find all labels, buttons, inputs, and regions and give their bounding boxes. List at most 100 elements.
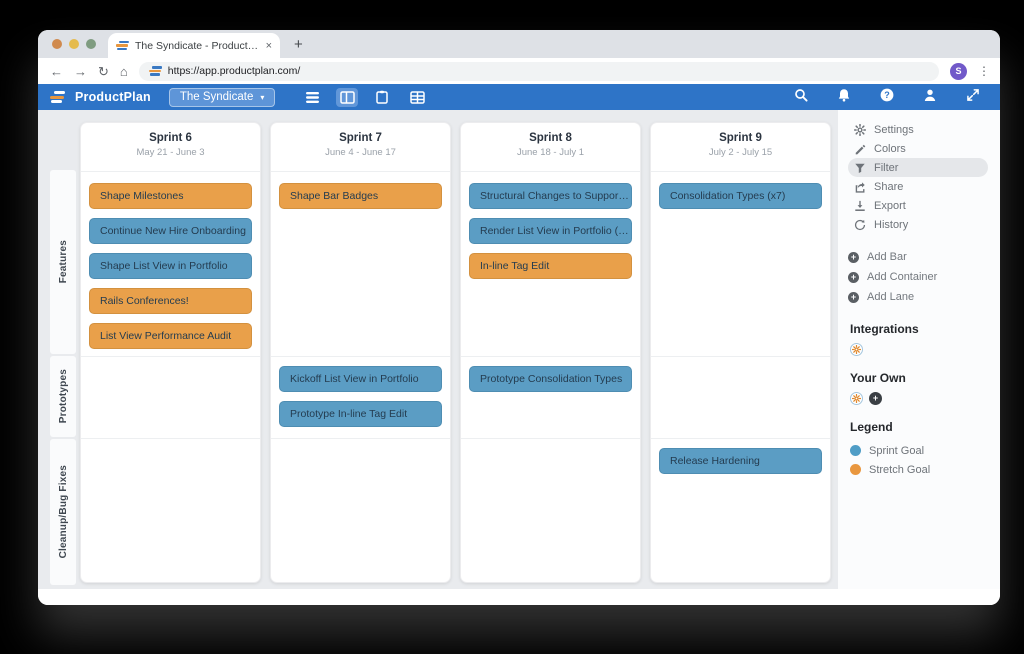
brush-icon: [855, 144, 866, 154]
roadmap-bar[interactable]: Render List View in Portfolio (b...: [469, 218, 632, 244]
settings-label: Settings: [874, 123, 914, 136]
sprint-column-7: Sprint 7 June 4 - June 17 Shape Bar Badg…: [270, 122, 451, 583]
your-own-title: Your Own: [850, 371, 906, 385]
plus-circle-icon: +: [848, 251, 859, 263]
forward-icon[interactable]: →: [74, 63, 87, 79]
roadmap-bar[interactable]: Shape Bar Badges: [279, 183, 442, 209]
bottom-scroll-strip: [38, 589, 1000, 605]
lane-label-features[interactable]: Features: [50, 170, 76, 354]
share-button[interactable]: Share: [848, 177, 988, 196]
funnel-icon: [855, 163, 865, 173]
add-integration-plus-icon[interactable]: +: [869, 392, 882, 405]
sprint-title: Sprint 7: [339, 132, 382, 144]
roadmap-bar[interactable]: List View Performance Audit: [89, 323, 252, 349]
plus-circle-icon: +: [848, 291, 859, 303]
fullscreen-icon[interactable]: [966, 88, 980, 107]
list-view-icon[interactable]: [301, 88, 323, 107]
cleanup-lane: Release Hardening: [651, 438, 830, 582]
plus-circle-icon: +: [848, 271, 859, 283]
address-bar-input[interactable]: https://app.productplan.com/: [138, 61, 939, 81]
window-controls[interactable]: [38, 30, 108, 58]
roadmap-bar[interactable]: Release Hardening: [659, 448, 822, 474]
sprint-dates: May 21 - June 3: [136, 147, 205, 158]
lane-label-cleanup[interactable]: Cleanup/Bug Fixes: [50, 439, 76, 585]
sprint-board: Features Prototypes Cleanup/Bug Fixes Sp…: [38, 110, 831, 589]
add-container-label: Add Container: [867, 271, 938, 283]
add-lane-button[interactable]: + Add Lane: [848, 287, 988, 307]
legend-item-sprint-goal: Sprint Goal: [850, 441, 988, 460]
cleanup-lane: [81, 438, 260, 582]
prototypes-lane: [651, 356, 830, 438]
colors-button[interactable]: Colors: [848, 139, 988, 158]
add-container-button[interactable]: + Add Container: [848, 267, 988, 287]
zoom-window-icon[interactable]: [86, 39, 96, 49]
home-icon[interactable]: ⌂: [119, 63, 128, 79]
history-button[interactable]: History: [848, 215, 988, 234]
integration-gear-icon[interactable]: [850, 343, 863, 356]
roadmap-bar[interactable]: In-line Tag Edit: [469, 253, 632, 279]
search-icon[interactable]: [794, 88, 808, 107]
settings-button[interactable]: Settings: [848, 120, 988, 139]
lane-label-prototypes[interactable]: Prototypes: [50, 356, 76, 437]
new-tab-button[interactable]: +: [294, 36, 303, 53]
timeline-view-icon[interactable]: [336, 87, 359, 107]
prototypes-lane: Prototype Consolidation Types: [461, 356, 640, 438]
close-window-icon[interactable]: [52, 39, 62, 49]
browser-tab[interactable]: The Syndicate - ProductPlan ×: [108, 33, 280, 58]
roadmap-sidebar: Settings Colors Filter Share Export Hist…: [838, 110, 1000, 589]
roadmap-bar[interactable]: Prototype Consolidation Types: [469, 366, 632, 392]
gear-icon: [854, 123, 866, 136]
sprint-dates: June 18 - July 1: [516, 147, 585, 158]
export-button[interactable]: Export: [848, 196, 988, 215]
minimize-window-icon[interactable]: [69, 39, 79, 49]
roadmap-bar[interactable]: Shape Milestones: [89, 183, 252, 209]
export-icon: [855, 200, 865, 211]
prototypes-lane: [81, 356, 260, 438]
planning-board-icon[interactable]: [371, 88, 393, 107]
features-lane: Shape Milestones Continue New Hire Onboa…: [81, 171, 260, 356]
help-icon[interactable]: ?: [880, 88, 894, 107]
account-icon[interactable]: [923, 88, 937, 107]
features-lane: Consolidation Types (x7): [651, 171, 830, 356]
filter-label: Filter: [874, 161, 899, 174]
stretch-goal-label: Stretch Goal: [869, 463, 931, 476]
notifications-bell-icon[interactable]: [837, 88, 851, 107]
roadmap-bar[interactable]: Consolidation Types (x7): [659, 183, 822, 209]
sprint-title: Sprint 6: [149, 132, 192, 144]
share-icon: [855, 181, 865, 193]
sprint-dates: July 2 - July 15: [708, 147, 773, 158]
sprint-column-9: Sprint 9 July 2 - July 15 Consolidation …: [650, 122, 831, 583]
svg-text:?: ?: [884, 90, 890, 100]
browser-menu-icon[interactable]: ⋮: [978, 64, 990, 78]
roadmap-bar[interactable]: Kickoff List View in Portfolio: [279, 366, 442, 392]
stretch-goal-color-dot: [850, 464, 861, 475]
roadmap-selector-label: The Syndicate: [179, 90, 254, 103]
colors-label: Colors: [874, 142, 906, 155]
tab-close-icon[interactable]: ×: [265, 39, 272, 52]
filter-button[interactable]: Filter: [848, 158, 988, 177]
roadmap-bar[interactable]: Structural Changes to Support ...: [469, 183, 632, 209]
back-icon[interactable]: ←: [50, 63, 63, 79]
lane-labels: Features Prototypes Cleanup/Bug Fixes: [50, 170, 76, 589]
roadmap-bar[interactable]: Rails Conferences!: [89, 288, 252, 314]
roadmap-bar[interactable]: Prototype In-line Tag Edit: [279, 401, 442, 427]
cleanup-lane: [461, 438, 640, 582]
table-view-icon[interactable]: [406, 88, 428, 107]
sprint-goal-label: Sprint Goal: [869, 444, 925, 457]
roadmap-bar[interactable]: Continue New Hire Onboarding: [89, 218, 252, 244]
roadmap-selector-dropdown[interactable]: The Syndicate ▾: [168, 87, 276, 107]
add-bar-button[interactable]: + Add Bar: [848, 247, 988, 267]
custom-integration-gear-icon[interactable]: [850, 392, 863, 405]
browser-tab-bar: The Syndicate - ProductPlan × +: [38, 30, 1000, 58]
sprint-goal-color-dot: [850, 445, 861, 456]
roadmap-bar[interactable]: Shape List View in Portfolio: [89, 253, 252, 279]
share-label: Share: [874, 180, 904, 193]
reload-icon[interactable]: ↻: [98, 63, 109, 79]
sprint-title: Sprint 8: [529, 132, 572, 144]
tab-title: The Syndicate - ProductPlan: [135, 39, 260, 52]
legend-item-stretch-goal: Stretch Goal: [850, 460, 988, 479]
roadmap-canvas: Features Prototypes Cleanup/Bug Fixes Sp…: [38, 110, 1000, 589]
browser-profile-avatar[interactable]: S: [950, 62, 967, 80]
url-text: https://app.productplan.com/: [167, 65, 301, 77]
features-lane: Structural Changes to Support ... Render…: [461, 171, 640, 356]
